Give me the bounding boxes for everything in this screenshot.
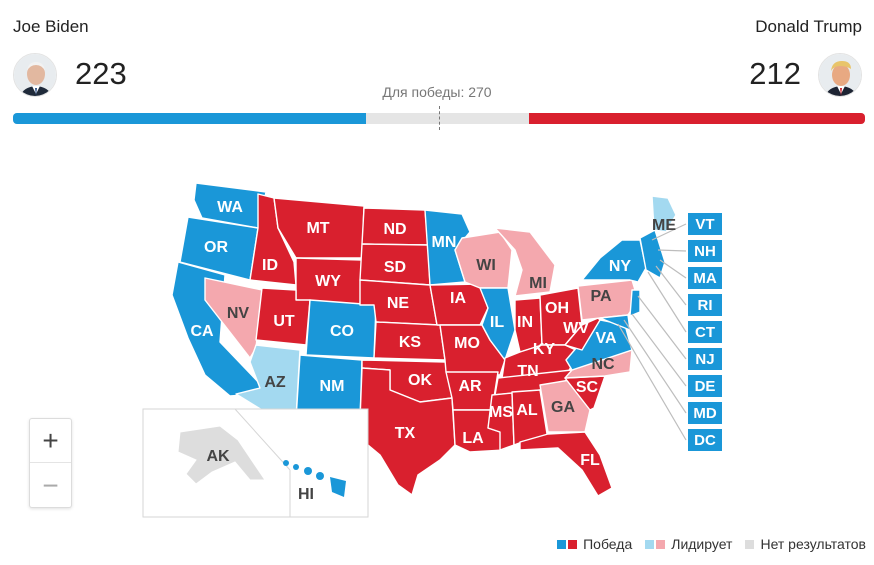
state-FL[interactable] <box>519 431 613 497</box>
label-AK: AK <box>206 448 230 465</box>
legend-win-label: Победа <box>583 536 633 552</box>
small-state-label-ma: MA <box>693 270 716 287</box>
map-legend: Победа Лидирует Нет результатов <box>544 536 866 552</box>
label-ND: ND <box>383 221 406 238</box>
label-IN: IN <box>517 314 533 331</box>
small-state-label-de: DE <box>695 378 716 395</box>
label-IA: IA <box>450 290 466 307</box>
legend-swatch-win-red <box>568 539 578 549</box>
small-state-box-nj[interactable] <box>688 348 722 370</box>
label-KS: KS <box>399 334 422 351</box>
small-state-box-dc[interactable] <box>688 429 722 451</box>
state-ME[interactable] <box>651 195 677 233</box>
label-CA: CA <box>190 323 214 340</box>
label-WI: WI <box>476 257 496 274</box>
progress-blue-fill <box>13 113 367 124</box>
trump-electoral-votes: 212 <box>749 56 801 91</box>
label-NY: NY <box>609 258 632 275</box>
label-MT: MT <box>306 220 329 237</box>
legend-swatch-win-blue <box>557 539 567 549</box>
label-LA: LA <box>462 430 484 447</box>
win-threshold-label: Для победы: 270 <box>382 84 492 100</box>
trump-portrait-icon <box>818 53 862 97</box>
legend-lead: Лидирует <box>645 536 732 552</box>
label-PA: PA <box>590 288 611 305</box>
small-state-box-ct[interactable] <box>688 321 722 343</box>
label-NV: NV <box>227 305 250 322</box>
small-state-label-nh: NH <box>694 243 716 260</box>
legend-swatch-none <box>745 539 755 549</box>
small-state-box-nh[interactable] <box>688 240 722 262</box>
state-MI[interactable] <box>494 227 556 297</box>
state-IL[interactable] <box>479 287 516 361</box>
small-state-box-md[interactable] <box>688 402 722 424</box>
small-state-label-nj: NJ <box>695 351 714 368</box>
legend-swatch-lead-red <box>656 539 666 549</box>
legend-none: Нет результатов <box>745 536 866 552</box>
small-state-label-ct: CT <box>695 324 715 341</box>
legend-none-label: Нет результатов <box>760 536 866 552</box>
biden-electoral-votes: 223 <box>75 56 127 91</box>
label-OR: OR <box>204 239 228 256</box>
label-NE: NE <box>387 295 410 312</box>
state-AK[interactable] <box>177 425 266 485</box>
label-TX: TX <box>395 425 416 442</box>
small-state-label-dc: DC <box>694 432 716 449</box>
label-MI: MI <box>529 275 547 292</box>
candidate-name-trump: Donald Trump <box>755 17 862 36</box>
label-CO: CO <box>330 323 354 340</box>
label-FL: FL <box>580 452 600 469</box>
label-MN: MN <box>432 234 457 251</box>
progress-red-fill <box>529 113 865 124</box>
state-HI[interactable] <box>283 460 346 497</box>
small-state-label-ri: RI <box>698 297 713 314</box>
state-WV[interactable] <box>564 317 601 351</box>
zoom-controls: + − <box>29 418 72 508</box>
small-state-box-ma[interactable] <box>688 267 722 289</box>
label-WV: WV <box>563 320 589 337</box>
legend-lead-label: Лидирует <box>671 536 733 552</box>
label-IL: IL <box>490 314 504 331</box>
label-KY: KY <box>533 341 556 358</box>
small-state-box-de[interactable] <box>688 375 722 397</box>
small-state-label-md: MD <box>693 405 716 422</box>
small-state-box-ri[interactable] <box>688 294 722 316</box>
label-HI: HI <box>298 486 314 503</box>
small-state-box-vt[interactable] <box>688 213 722 235</box>
label-GA: GA <box>551 399 575 416</box>
label-VA: VA <box>595 330 616 347</box>
state-NJ-shape[interactable] <box>629 289 641 317</box>
label-NM: NM <box>320 378 345 395</box>
label-WY: WY <box>315 273 341 290</box>
label-OH: OH <box>545 300 569 317</box>
label-MO: MO <box>454 335 480 352</box>
state-MT[interactable] <box>273 197 365 259</box>
small-state-label-vt: VT <box>695 216 714 233</box>
legend-win: Победа <box>557 536 632 552</box>
label-SD: SD <box>384 259 406 276</box>
candidate-name-biden: Joe Biden <box>13 17 89 36</box>
label-AZ: AZ <box>264 374 286 391</box>
legend-swatch-lead-blue <box>645 539 655 549</box>
label-MS: MS <box>489 404 513 421</box>
label-AL: AL <box>516 402 538 419</box>
zoom-out-button[interactable]: − <box>42 470 59 501</box>
label-NC: NC <box>591 356 615 373</box>
label-ME: ME <box>652 217 676 234</box>
label-ID: ID <box>262 257 278 274</box>
biden-portrait-icon <box>13 53 57 97</box>
zoom-in-button[interactable]: + <box>30 419 71 463</box>
label-UT: UT <box>273 313 295 330</box>
threshold-marker <box>439 106 440 130</box>
label-AR: AR <box>458 378 482 395</box>
label-TN: TN <box>517 363 538 380</box>
inset-ak-hi <box>142 408 369 518</box>
label-OK: OK <box>408 372 432 389</box>
state-NE-coast-shape[interactable] <box>639 229 666 279</box>
label-SC: SC <box>576 379 599 396</box>
label-WA: WA <box>217 199 243 216</box>
